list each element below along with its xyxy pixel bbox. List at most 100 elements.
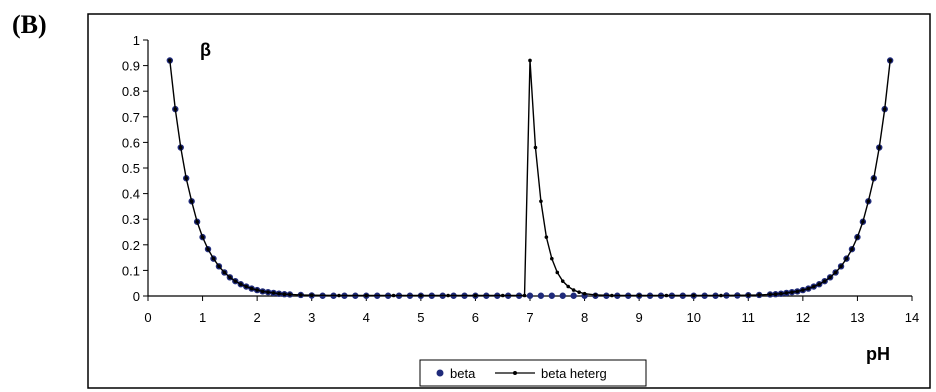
data-point-beta-heterg [189,199,194,204]
series-layer [166,57,894,299]
data-point-beta-heterg [244,284,249,289]
data-point-beta [526,292,534,299]
data-point-beta-heterg [582,291,587,296]
legend-marker-beta [436,369,444,377]
data-point-beta-heterg [768,292,772,297]
y-tick-label: 0.6 [122,135,140,150]
y-tick-label: 0.3 [122,212,140,227]
x-tick-label: 5 [417,310,424,325]
y-tick-label: 0.5 [122,161,140,176]
data-point-beta-heterg [260,289,265,294]
data-point-beta-heterg [872,176,876,181]
data-point-beta-heterg [855,235,860,239]
data-point-beta-heterg [833,270,838,275]
data-point-beta [537,292,545,299]
data-point-beta-heterg [577,290,581,294]
data-point-beta-heterg [757,293,761,297]
legend-marker-beta-heterg [513,371,517,375]
data-point-beta-heterg [790,290,794,294]
y-tick-label: 0.8 [122,84,140,99]
data-point-beta-heterg [610,293,614,298]
data-point-beta-heterg [773,292,778,297]
x-axis-title: pH [866,344,890,364]
data-point-beta-heterg [288,292,292,297]
data-point-beta-heterg [178,145,183,150]
data-point-beta-heterg [806,286,811,291]
data-point-beta-heterg [877,145,882,150]
x-tick-label: 0 [144,310,151,325]
data-point-beta-heterg [364,293,369,298]
data-point-beta-heterg [844,256,849,261]
legend: beta beta heterg [419,359,647,387]
data-point-beta-heterg [664,293,669,298]
x-tick-label: 14 [905,310,919,325]
x-tick-label: 2 [254,310,261,325]
data-point-beta-heterg [206,247,210,251]
data-point-beta [548,292,556,299]
x-tick-label: 4 [363,310,370,325]
data-point-beta-heterg [822,279,827,283]
data-point-beta-heterg [746,293,751,298]
chart-frame [87,13,931,389]
data-point-beta-heterg [391,293,396,298]
data-point-beta-heterg [309,293,314,298]
data-point-beta-heterg [233,279,238,283]
data-point-beta-heterg [828,275,832,280]
x-tick-label: 13 [850,310,864,325]
data-point-beta-heterg [200,235,205,239]
data-point-beta-heterg [779,291,783,296]
data-point-beta-heterg [249,286,254,291]
data-point-beta-heterg [544,235,549,239]
data-point-beta-heterg [238,282,243,287]
data-point-beta-heterg [446,293,450,298]
data-point-beta-heterg [593,293,598,297]
data-point-beta-heterg [500,293,505,298]
y-tick-label: 1 [133,33,140,48]
legend-label-beta-heterg: beta heterg [541,366,607,381]
data-point-beta-heterg [539,199,543,204]
data-point-beta-heterg [795,289,800,294]
y-tick-label: 0.1 [122,263,140,278]
data-point-beta-heterg [637,293,641,298]
data-point-beta-heterg [861,219,865,224]
data-point-beta-heterg [217,264,221,269]
data-point-beta-heterg [571,288,576,292]
data-point-beta-heterg [817,282,822,287]
data-point-beta-heterg [299,293,303,297]
y-tick-label: 0.2 [122,238,140,253]
data-point-beta-heterg [533,145,538,150]
legend-label-beta: beta [450,366,476,381]
data-point-beta-heterg [560,279,565,283]
data-point-beta-heterg [195,219,199,224]
data-point-beta-heterg [419,293,423,298]
x-tick-label: 12 [796,310,810,325]
data-point-beta-heterg [228,275,232,280]
y-axis-title: β [200,40,211,60]
data-point-beta-heterg [566,284,570,289]
data-point-beta-heterg [266,290,270,294]
data-point-beta-heterg [211,256,216,261]
data-point-beta-heterg [784,291,789,295]
data-point-beta-heterg [473,293,478,298]
data-point-beta-heterg [337,293,341,298]
data-point-beta-heterg [839,264,843,269]
y-tick-label: 0.4 [122,187,140,202]
y-tick-label: 0 [133,289,140,304]
x-tick-label: 3 [308,310,315,325]
panel-label: (B) [12,10,47,39]
x-tick-label: 11 [742,310,756,325]
axes: 0 1 2 3 4 5 6 7 8 9 10 11 12 13 1400.10.20.30.40.50.60… [122,33,919,325]
data-point-beta-heterg [882,107,887,111]
data-point-beta-heterg [866,199,871,204]
x-tick-label: 6 [472,310,479,325]
x-tick-label: 7 [526,310,533,325]
data-point-beta-heterg [528,58,532,63]
x-tick-label: 8 [581,310,588,325]
x-tick-label: 9 [636,310,643,325]
data-point-beta-heterg [719,293,723,298]
y-tick-label: 0.9 [122,59,140,74]
data-point-beta [570,292,577,299]
data-point-beta-heterg [222,270,227,275]
data-point-beta-heterg [173,107,178,111]
